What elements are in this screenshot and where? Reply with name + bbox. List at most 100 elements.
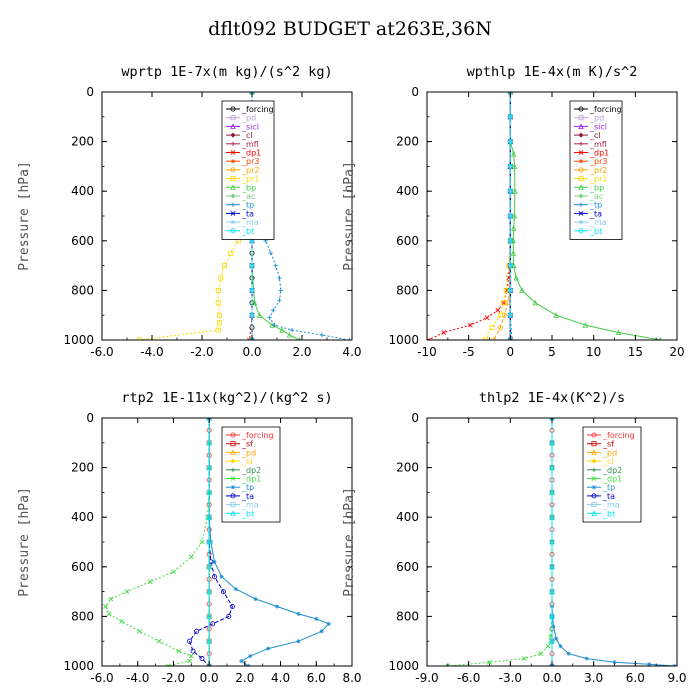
data-point [267, 315, 272, 320]
legend-entry: _bt [589, 227, 602, 236]
legend-entry: _bt [241, 509, 254, 518]
data-point [584, 656, 589, 661]
data-point [549, 464, 555, 471]
data-point [220, 589, 226, 595]
legend-marker [591, 432, 597, 438]
legend-marker [230, 150, 236, 155]
data-point [194, 628, 200, 634]
data-point [147, 579, 153, 585]
legend: _forcing_pd_sicl_cl_mfl_dp1_pr3_pr2_pr1_… [569, 100, 623, 240]
legend-entry: _bt [602, 509, 615, 518]
y-tick-label: 0 [411, 411, 419, 425]
data-point [206, 539, 212, 545]
plot-frame [426, 91, 678, 341]
data-point [508, 189, 513, 194]
y-tick-label: 0 [86, 411, 94, 425]
legend-entry: _pd [241, 448, 256, 457]
y-tick-label: 200 [396, 461, 419, 475]
series-line-dp1 [105, 418, 210, 666]
legend-entry: _ma [241, 501, 259, 510]
data-point [615, 329, 622, 336]
data-point [211, 574, 217, 580]
data-point [233, 587, 239, 592]
legend: _forcing_sf_pd_cl_dp2_dp1_tp_ta_ma_bt [221, 426, 281, 523]
legend-marker [230, 132, 236, 138]
data-point [511, 213, 518, 219]
data-point [549, 588, 555, 595]
data-point [286, 332, 293, 338]
y-tick-label: 1000 [388, 333, 419, 347]
legend-entry: _forcing [241, 105, 274, 114]
legend-marker [230, 193, 236, 199]
data-point [226, 613, 232, 619]
data-point [199, 539, 205, 545]
legend-entry: _dp1 [241, 149, 261, 158]
chart-title: wprtp 1E-7x(m kg)/(s^2 kg) [121, 64, 332, 80]
data-point [553, 312, 559, 318]
data-point [507, 263, 513, 269]
legend-entry: _sf [241, 440, 253, 449]
y-tick-label: 200 [396, 135, 419, 149]
data-point [216, 312, 222, 318]
data-point [215, 287, 221, 293]
chart-panel-4: thlp2 1E-4x(K^2)/s -9.0 -6.0 -3.0 0.0 3.0 6.0 9… [342, 390, 687, 685]
x-tick-label: 4.0 [271, 671, 290, 685]
data-point [507, 139, 513, 145]
data-point [229, 603, 235, 609]
legend-marker [591, 467, 597, 472]
x-tick-label: -6.0 [90, 345, 113, 359]
x-tick-label: 6.0 [307, 671, 326, 685]
legend-marker [230, 485, 236, 490]
data-point [289, 327, 295, 333]
legend-marker [591, 449, 597, 455]
legend-entry: _ac [589, 192, 603, 201]
data-point [445, 663, 451, 666]
data-point [228, 250, 234, 256]
x-tick-label: -6.0 [457, 671, 480, 685]
data-point [206, 489, 212, 495]
legend-marker [578, 115, 584, 121]
legend-marker [578, 193, 584, 199]
y-tick-label: 400 [396, 184, 419, 198]
data-point [190, 648, 196, 654]
legend-box [221, 426, 281, 523]
y-tick-label: 1000 [388, 659, 419, 673]
legend-entry: _tp [589, 201, 602, 210]
data-point [119, 618, 125, 624]
x-tick-label: 2.0 [235, 671, 254, 685]
data-point [512, 188, 518, 194]
legend-marker [230, 493, 236, 499]
data-point [206, 638, 212, 644]
legend-marker [230, 123, 236, 129]
legend-entry: _pr1 [241, 175, 259, 184]
legend-entry: _pd [241, 114, 256, 123]
x-tick-label: 0 [507, 345, 515, 359]
legend-marker [230, 467, 236, 472]
legend-entry: _ma [241, 218, 259, 227]
x-tick-label: -2.0 [162, 671, 185, 685]
legend-entry: _forcing [589, 105, 622, 114]
legend-marker [578, 210, 584, 216]
data-point [156, 638, 162, 644]
x-tick-label: 9.0 [667, 671, 686, 685]
data-point [549, 514, 555, 520]
legend-entry: _bp [241, 183, 256, 192]
legend-marker [591, 493, 597, 499]
y-tick-label: 600 [71, 560, 94, 574]
data-point [239, 658, 244, 664]
y-tick-label: 200 [71, 461, 94, 475]
figure-title: dflt092 BUDGET at263E,36N [208, 18, 492, 40]
data-point [277, 275, 282, 281]
x-tick-label: 8.0 [342, 671, 361, 685]
legend-marker [230, 458, 236, 464]
x-tick-label: 4.0 [342, 345, 361, 359]
legend-marker [230, 167, 236, 173]
y-tick-label: 800 [71, 609, 94, 623]
data-point [507, 238, 513, 244]
legend-entry: _ta [589, 209, 602, 218]
legend-entry: _pr2 [589, 166, 607, 175]
y-tick-label: 0 [86, 85, 94, 99]
legend-marker [230, 220, 236, 225]
legend-entry: _sicl [241, 122, 259, 131]
